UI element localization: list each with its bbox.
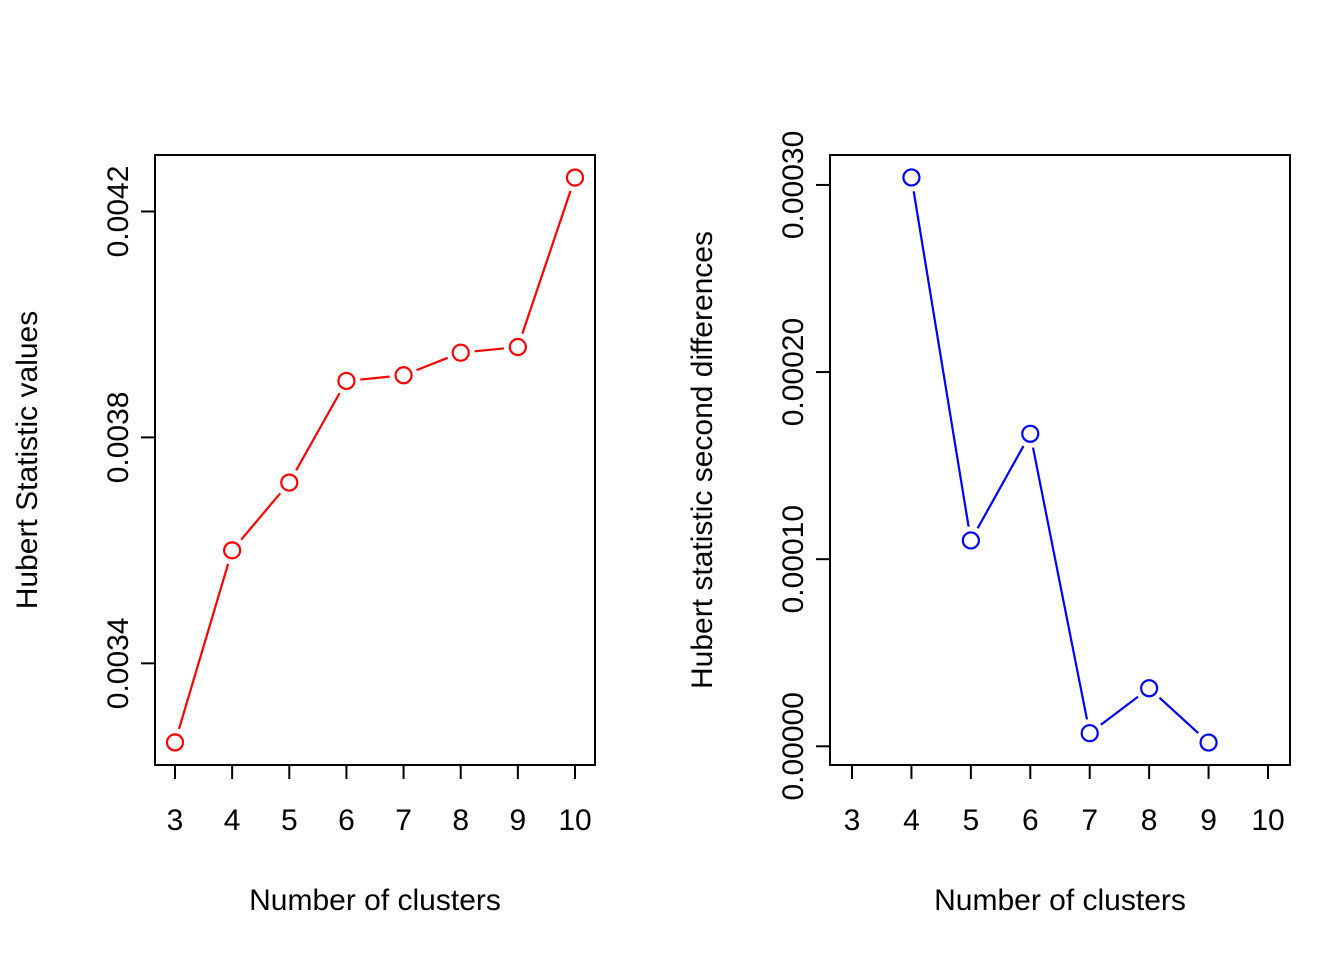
line-segment — [240, 492, 282, 541]
line-segment — [177, 563, 230, 730]
line-segment — [1100, 695, 1139, 726]
x-tick-label: 5 — [281, 804, 298, 837]
line-segment — [416, 356, 449, 372]
x-tick-label: 8 — [1141, 804, 1158, 837]
plot-border — [829, 154, 1291, 766]
y-tick-label: 0.0042 — [102, 166, 135, 258]
data-point — [902, 168, 921, 187]
left-y-axis-title: Hubert Statistic values — [11, 311, 44, 609]
right-y-axis-title: Hubert statistic second differences — [686, 231, 719, 689]
data-point — [508, 337, 527, 357]
line-segment — [1031, 447, 1089, 720]
data-point — [451, 343, 470, 362]
line-segment — [521, 190, 572, 335]
data-point — [1199, 733, 1218, 752]
data-point — [337, 371, 356, 391]
x-tick-label: 3 — [844, 804, 861, 837]
y-tick-label: 0.0034 — [102, 617, 135, 709]
line-segment — [474, 347, 505, 353]
data-point — [394, 366, 413, 385]
x-tick-label: 7 — [1081, 804, 1098, 837]
x-tick-label: 9 — [510, 804, 527, 837]
data-point — [1021, 424, 1040, 443]
y-tick-label: 0.00010 — [777, 505, 810, 613]
line-segment — [912, 191, 970, 527]
plot-hubert-statistic-values: 3 4 5 6 7 8 9 10 0.0034 0.0038 0.0042 — [102, 154, 596, 837]
line-segment — [1158, 696, 1199, 734]
plot-hubert-statistic-second-differences: 3 4 5 6 7 8 9 10 0.00000 0.00010 0.00020 0.00030 — [777, 131, 1291, 837]
y-tick-label: 0.0038 — [102, 392, 135, 484]
data-point — [223, 541, 242, 560]
data-point — [961, 531, 980, 550]
data-point — [565, 168, 585, 187]
left-x-axis-title: Number of clusters — [249, 884, 501, 917]
x-tick-label: 4 — [903, 804, 920, 837]
x-tick-label: 7 — [395, 804, 412, 837]
x-tick-label: 3 — [167, 804, 184, 837]
x-tick-label: 6 — [1022, 804, 1039, 837]
data-point — [165, 733, 185, 752]
plots-layer: 3 4 5 6 7 8 9 10 0.0034 0.0038 0.0042 3 4 5 6 7 8 9 10 0.00… — [102, 131, 1291, 837]
line-segment — [295, 392, 341, 471]
y-tick-label: 0.00030 — [777, 131, 810, 239]
line-segment — [976, 445, 1025, 529]
right-x-axis-title: Number of clusters — [934, 884, 1186, 917]
x-tick-label: 8 — [452, 804, 469, 837]
x-tick-label: 10 — [1251, 804, 1284, 837]
x-tick-label: 4 — [224, 804, 241, 837]
x-tick-label: 6 — [338, 804, 355, 837]
data-point — [1140, 679, 1159, 698]
data-point — [1080, 724, 1099, 743]
data-point — [280, 473, 299, 492]
x-tick-label: 9 — [1200, 804, 1217, 837]
line-segment — [360, 375, 390, 381]
y-tick-label: 0.00000 — [777, 692, 810, 800]
y-tick-label: 0.00020 — [777, 318, 810, 426]
x-tick-label: 10 — [558, 804, 591, 837]
x-tick-label: 5 — [963, 804, 980, 837]
plot-border — [154, 154, 596, 766]
